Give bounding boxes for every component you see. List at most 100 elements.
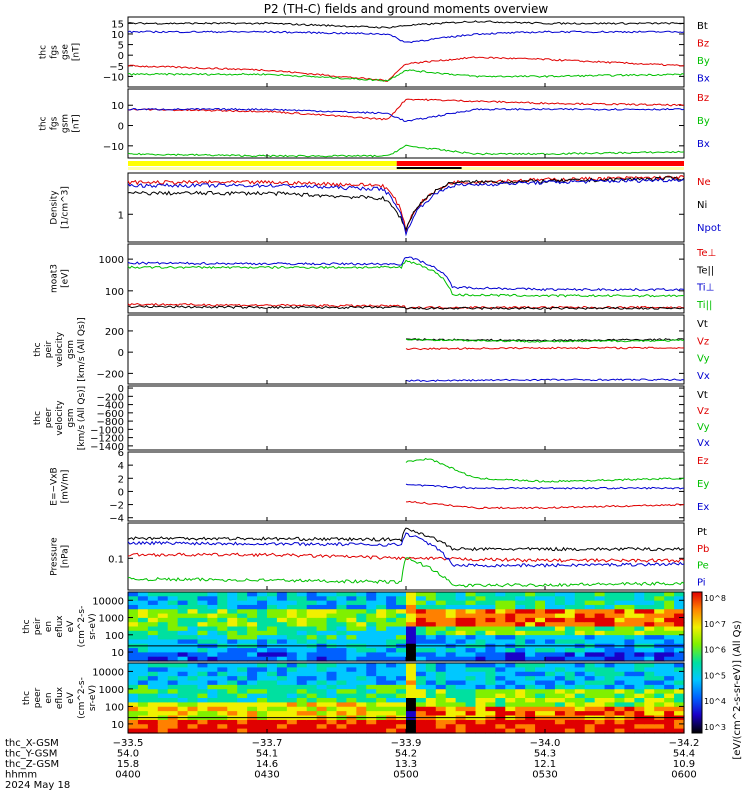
spec-cell: [137, 689, 149, 695]
spec-cell: [435, 613, 447, 619]
spec-cell: [515, 617, 526, 623]
spec-cell: [267, 676, 278, 682]
legend-label: Ti⊥: [696, 283, 714, 294]
spec-cell: [207, 617, 218, 623]
spec-cell: [247, 663, 258, 668]
spec-cell: [664, 671, 675, 677]
spec-cell: [515, 698, 526, 703]
spec-cell: [396, 639, 407, 645]
spec-cell: [306, 622, 318, 628]
spec-cell: [564, 592, 576, 597]
spec-cell: [674, 680, 685, 686]
spec-cell: [554, 592, 566, 597]
spec-cell: [147, 630, 159, 636]
spec-cell: [207, 724, 218, 730]
spec-cell: [415, 596, 427, 602]
spec-cell: [366, 728, 377, 734]
spec-cell: [614, 702, 626, 708]
spec-cell: [634, 596, 645, 602]
spec-cell: [664, 648, 675, 653]
spec-cell: [316, 706, 328, 712]
spec-cell: [217, 719, 228, 725]
spec-cell: [574, 676, 586, 682]
spec-cell: [346, 656, 357, 662]
spec-cell: [257, 635, 268, 641]
spec-cell: [445, 630, 457, 636]
spec-cell: [425, 702, 437, 708]
spec-cell: [574, 648, 586, 653]
y-axis-label: gsm: [66, 408, 76, 427]
spec-cell: [594, 663, 606, 668]
spec-cell: [664, 698, 675, 703]
spec-cell: [137, 639, 149, 645]
spec-cell: [465, 622, 477, 628]
spec-cell: [177, 728, 189, 734]
legend-label: Ex: [697, 502, 709, 513]
spec-cell: [435, 684, 447, 690]
spec-cell: [336, 706, 348, 712]
spec-cell: [574, 711, 586, 717]
spec-cell: [674, 656, 685, 662]
spec-cell: [654, 617, 665, 623]
spec-cell: [276, 711, 288, 717]
spec-cell: [525, 667, 536, 673]
spec-cell: [157, 656, 169, 662]
spec-cell: [634, 609, 645, 615]
y-tick-label: 6: [118, 448, 124, 459]
spec-cell: [445, 663, 457, 668]
spec-cell: [257, 600, 268, 606]
spec-cell: [257, 698, 268, 703]
spec-cell: [425, 630, 437, 636]
spec-cell: [554, 684, 566, 690]
spec-cell: [257, 684, 268, 690]
spec-cell: [674, 689, 685, 695]
y-tick-label: 10000: [92, 596, 124, 607]
spec-cell: [306, 671, 318, 677]
spec-cell: [157, 711, 169, 717]
spec-cell: [505, 680, 516, 686]
spec-cell: [674, 711, 685, 717]
spec-cell: [545, 648, 556, 653]
spec-cell: [515, 635, 526, 641]
spec-cell: [177, 706, 189, 712]
spec-cell: [157, 609, 169, 615]
spec-cell: [187, 656, 199, 662]
spec-cell: [406, 622, 417, 628]
spec-cell: [525, 630, 536, 636]
spec-cell: [316, 600, 328, 606]
spec-cell: [346, 648, 357, 653]
spec-cell: [237, 719, 248, 725]
spec-cell: [604, 667, 616, 673]
spec-cell: [594, 728, 606, 734]
spec-cell: [485, 719, 496, 725]
spec-cell: [267, 648, 278, 653]
spec-cell: [455, 684, 467, 690]
spec-cell: [128, 702, 139, 708]
spec-cell: [346, 604, 357, 610]
spec-cell: [584, 684, 596, 690]
spec-cell: [485, 706, 496, 712]
spec-cell: [564, 711, 576, 717]
spec-cell: [554, 622, 566, 628]
spec-cell: [306, 667, 318, 673]
spec-cell: [396, 656, 407, 662]
spec-cell: [644, 671, 655, 677]
spec-cell: [296, 719, 308, 725]
spec-cell: [525, 719, 536, 725]
spec-cell: [276, 617, 288, 623]
spec-cell: [276, 622, 288, 628]
spec-cell: [187, 706, 199, 712]
legend-label: Pt: [697, 527, 707, 538]
spec-cell: [336, 689, 348, 695]
spec-cell: [644, 630, 655, 636]
spec-cell: [545, 656, 556, 662]
spec-cell: [267, 719, 278, 725]
spec-cell: [654, 652, 665, 658]
spec-cell: [356, 724, 367, 730]
spec-cell: [237, 635, 248, 641]
spec-cell: [326, 676, 338, 682]
spec-cell: [406, 706, 417, 712]
spec-cell: [128, 630, 139, 636]
spec-cell: [207, 667, 218, 673]
spec-cell: [257, 652, 268, 658]
